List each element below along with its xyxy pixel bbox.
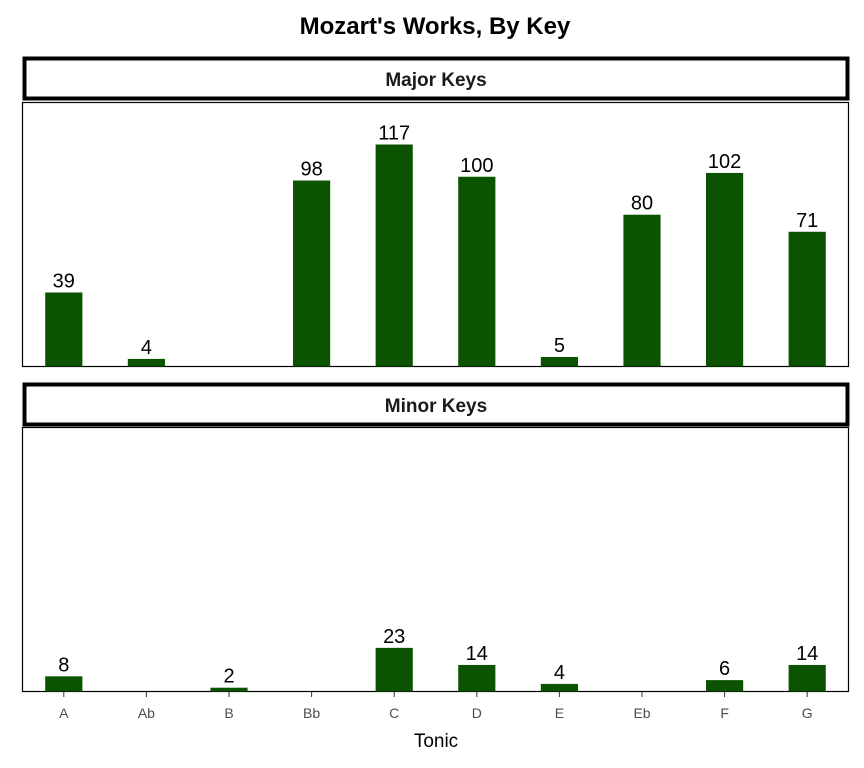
x-tick-label: D	[472, 705, 482, 721]
bar-d-minor	[458, 664, 496, 692]
facet-minor: Minor Keys 8 2 23 14 4 6 14	[21, 382, 850, 693]
x-tick-label: C	[389, 705, 399, 721]
bar-value-label: 8	[58, 654, 69, 676]
bar-value-label: 6	[719, 658, 730, 680]
x-tick-label: Eb	[633, 705, 650, 721]
bar-value-label: 5	[554, 335, 565, 357]
bar-e-minor	[540, 683, 578, 692]
bar-g-minor	[788, 664, 826, 692]
x-tick-label: Ab	[138, 705, 155, 721]
bars-minor: 8 2 23 14 4 6 14	[45, 626, 826, 692]
bar-e-major	[540, 357, 578, 367]
bar-value-label: 117	[378, 123, 410, 145]
bar-d-major	[458, 176, 496, 367]
bar-value-label: 100	[460, 155, 493, 177]
facet-strip-label-minor: Minor Keys	[385, 396, 487, 417]
bar-value-label: 4	[141, 337, 152, 359]
bar-value-label: 23	[383, 626, 405, 648]
bar-c-minor	[375, 647, 413, 692]
bar-ab-major	[127, 358, 165, 367]
bar-b-minor	[210, 687, 248, 692]
bar-value-label: 14	[466, 643, 488, 665]
bar-value-label: 4	[554, 662, 565, 684]
x-tick-label: E	[555, 705, 564, 721]
facet-strip-major	[22, 56, 850, 101]
bar-bb-major	[293, 180, 331, 367]
facet-strip-minor	[22, 382, 850, 427]
bar-value-label: 39	[53, 271, 75, 293]
panel-border-minor	[21, 426, 850, 693]
bar-g-major	[788, 231, 826, 367]
facet-major: Major Keys 39 4 98 117 100 5 80 102 71	[21, 56, 850, 368]
bar-value-label: 71	[796, 210, 818, 232]
bar-value-label: 98	[300, 159, 322, 181]
panel-border-major	[21, 101, 850, 368]
bar-eb-major	[623, 214, 661, 367]
bar-a-major	[45, 292, 83, 367]
x-tick-label: G	[802, 705, 813, 721]
x-axis-ticks: A Ab B Bb C D E Eb F G	[59, 692, 813, 721]
x-tick-label: B	[224, 705, 233, 721]
bar-value-label: 14	[796, 643, 818, 665]
x-axis-title: Tonic	[414, 731, 458, 752]
bar-value-label: 2	[223, 666, 234, 688]
bar-value-label: 80	[631, 193, 653, 215]
x-tick-label: A	[59, 705, 69, 721]
bar-value-label: 102	[708, 151, 741, 173]
bar-f-minor	[706, 680, 744, 692]
x-tick-label: F	[720, 705, 729, 721]
bar-c-major	[375, 144, 413, 367]
bars-major: 39 4 98 117 100 5 80 102 71	[45, 123, 826, 367]
chart-title: Mozart's Works, By Key	[300, 13, 571, 40]
facet-strip-label-major: Major Keys	[385, 70, 486, 91]
bar-f-major	[706, 172, 744, 367]
x-tick-label: Bb	[303, 705, 320, 721]
bar-a-minor	[45, 676, 83, 692]
